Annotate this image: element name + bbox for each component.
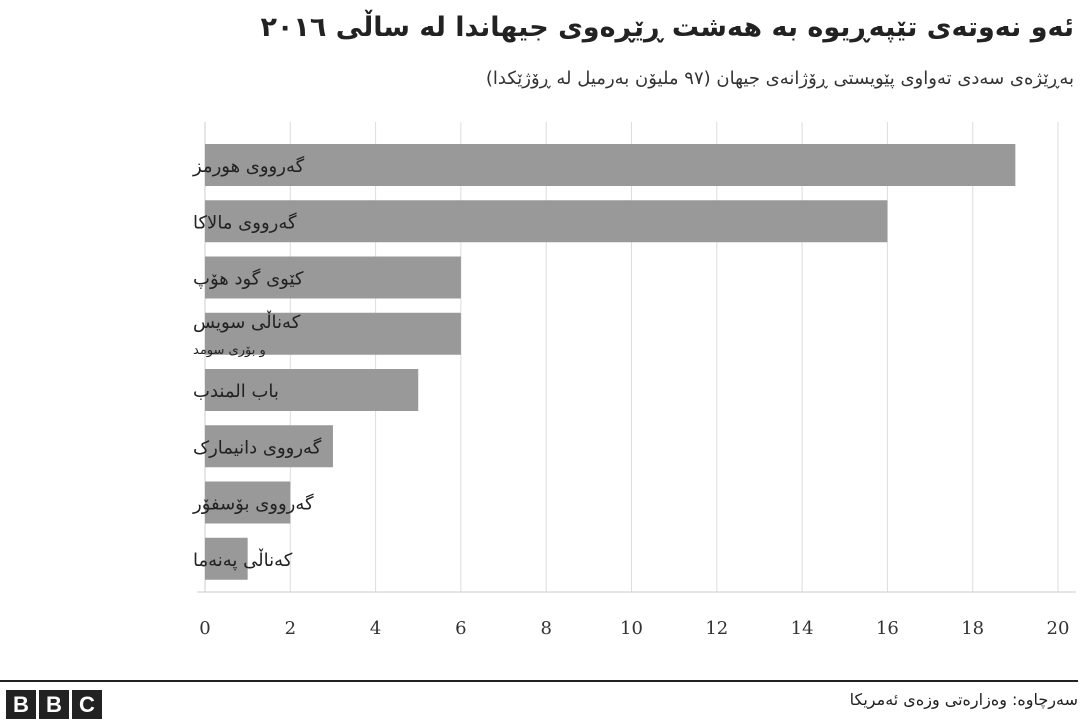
bar <box>205 144 1016 186</box>
x-tick-label: 2 <box>285 618 296 639</box>
source-note: سەرچاوە: وەزارەتی وزەی ئەمریکا <box>849 690 1078 709</box>
x-tick-label: 12 <box>705 618 728 639</box>
category-label: گەرووی بۆسفۆر <box>192 493 314 515</box>
category-label: کەناڵی سویس <box>193 310 301 333</box>
category-label: گەرووی دانیمارک <box>193 436 322 458</box>
footer-divider <box>0 680 1078 682</box>
logo-letter: B <box>6 690 36 719</box>
x-tick-label: 0 <box>199 618 210 639</box>
x-tick-label: 14 <box>791 618 814 639</box>
x-tick-label: 4 <box>370 618 381 639</box>
category-label: کێوی گود هۆپ <box>193 268 304 290</box>
category-label: گەرووی هورمز <box>192 155 305 177</box>
bar <box>205 256 461 299</box>
bar <box>205 369 419 411</box>
category-label: گەرووی مالاکا <box>193 211 297 233</box>
category-sublabel: و بۆری سومد <box>193 343 266 358</box>
x-tick-label: 20 <box>1047 618 1070 639</box>
bar <box>205 481 291 524</box>
bar <box>205 312 461 355</box>
logo-letter: B <box>39 690 69 719</box>
chart-title: ئەو نەوتەی تێپەڕیوە بە هەشت ڕێڕەوی جیهان… <box>260 12 1074 43</box>
bar <box>205 537 248 580</box>
chart-subtitle: بەڕێژەی سەدی تەواوی پێویستی ڕۆژانەی جیها… <box>485 68 1074 89</box>
category-label: باب المندب <box>193 381 279 402</box>
logo-letter: C <box>72 690 102 719</box>
x-tick-label: 10 <box>620 618 643 639</box>
x-tick-label: 18 <box>961 618 984 639</box>
bar <box>205 425 333 468</box>
bar <box>205 200 888 243</box>
x-tick-label: 16 <box>876 618 899 639</box>
x-tick-label: 6 <box>455 618 466 639</box>
bbc-logo: B B C <box>6 690 102 719</box>
category-label: کەناڵی پەنەما <box>193 548 293 571</box>
x-tick-label: 8 <box>540 618 551 639</box>
